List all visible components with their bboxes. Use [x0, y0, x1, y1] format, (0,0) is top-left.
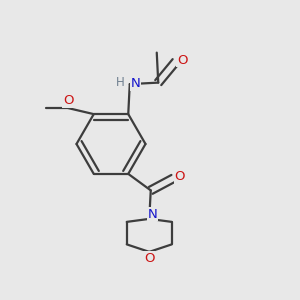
Text: O: O [63, 94, 74, 107]
Text: O: O [144, 252, 154, 265]
Text: N: N [130, 77, 140, 90]
Text: O: O [177, 54, 188, 67]
Text: N: N [148, 208, 158, 220]
Text: H: H [116, 76, 124, 89]
Text: O: O [175, 170, 185, 183]
